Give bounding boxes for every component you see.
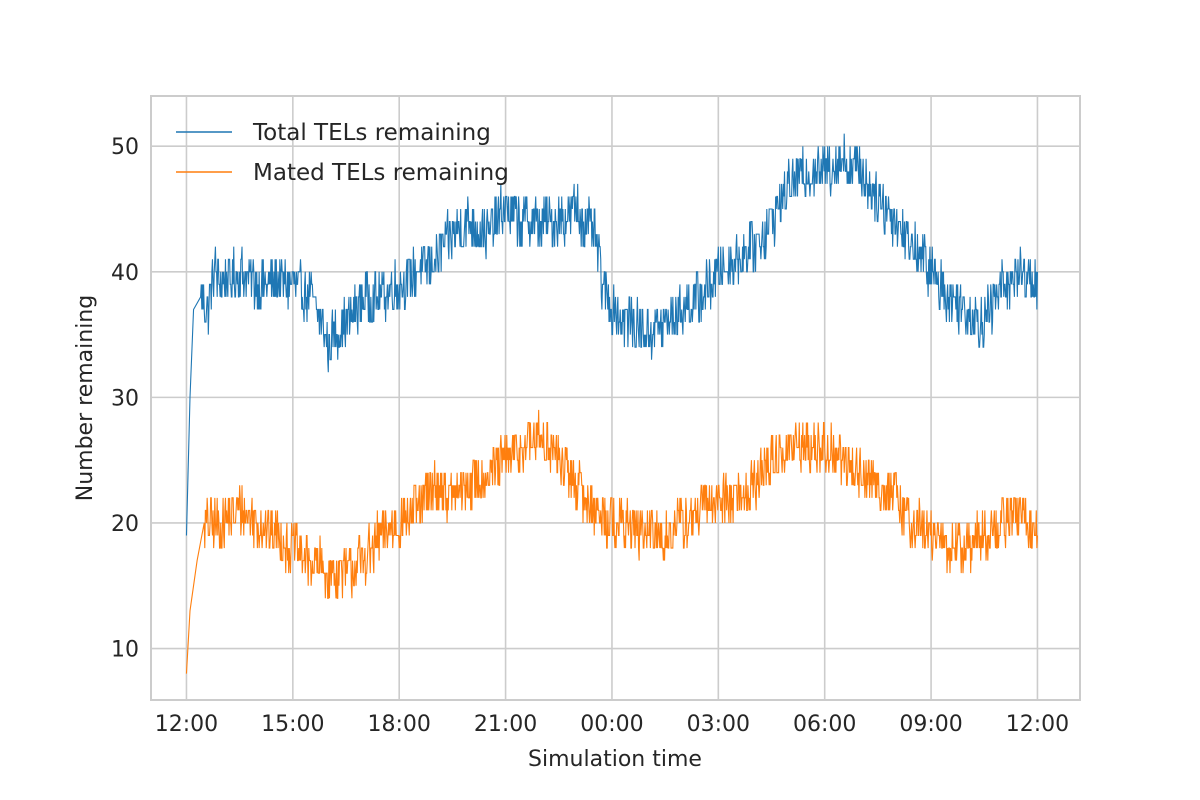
x-tick-label: 00:00 xyxy=(580,712,643,737)
x-tick-label: 03:00 xyxy=(687,712,750,737)
plot-frame xyxy=(150,95,1081,701)
x-tick-label: 21:00 xyxy=(474,712,537,737)
x-tick-labels: 12:00 15:00 18:00 21:00 00:00 03:00 06:00 09:00… xyxy=(155,712,1069,737)
y-tick-label: 10 xyxy=(111,638,139,663)
x-tick-label: 06:00 xyxy=(793,712,856,737)
y-tick-label: 30 xyxy=(111,386,139,411)
y-tick-labels: 10 20 30 40 50 xyxy=(111,135,139,662)
y-tick-label: 50 xyxy=(111,135,139,160)
x-axis-label: Simulation time xyxy=(528,747,702,772)
y-axis-label: Number remaining xyxy=(73,295,98,501)
series-line-mated xyxy=(185,409,1038,674)
legend-label-total: Total TELs remaining xyxy=(252,120,491,146)
x-tick-label: 12:00 xyxy=(155,712,218,737)
series-line-total xyxy=(185,133,1038,536)
legend-label-mated: Mated TELs remaining xyxy=(253,160,509,186)
x-tick-label: 15:00 xyxy=(261,712,324,737)
series-layer xyxy=(185,133,1038,674)
y-tick-label: 20 xyxy=(111,512,139,537)
legend: Total TELs remaining Mated TELs remainin… xyxy=(176,120,509,186)
x-tick-label: 09:00 xyxy=(899,712,962,737)
grid xyxy=(151,96,1080,700)
x-tick-label: 12:00 xyxy=(1006,712,1069,737)
x-tick-label: 18:00 xyxy=(368,712,431,737)
y-tick-label: 40 xyxy=(111,261,139,286)
